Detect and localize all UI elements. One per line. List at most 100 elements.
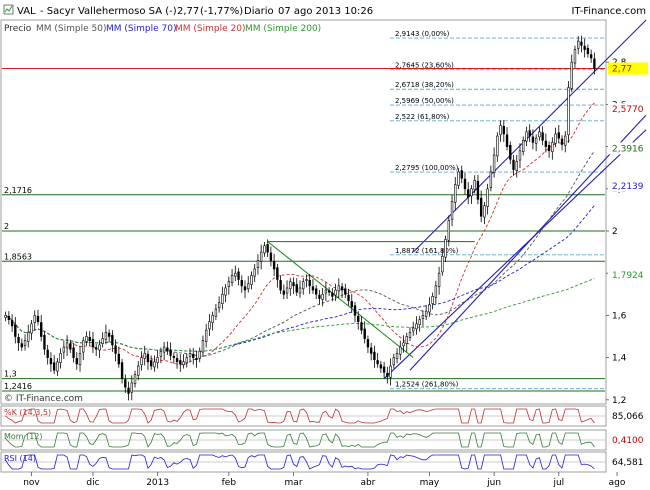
candle-1 <box>7 311 11 325</box>
price-candles <box>4 35 596 401</box>
candle-body-95 <box>311 286 315 291</box>
candle-body-71 <box>234 272 237 277</box>
candle-20 <box>69 339 72 353</box>
candle-86 <box>282 284 286 300</box>
candle-body-2 <box>10 320 14 327</box>
chart-last: 2,77 <box>177 6 199 17</box>
candle-body-101 <box>331 292 334 297</box>
candle-64 <box>211 311 214 331</box>
candle-body-53 <box>175 358 179 363</box>
candle-body-93 <box>305 279 308 281</box>
candle-53 <box>175 353 179 369</box>
x-tick-label-4: mar <box>285 478 303 488</box>
candle-37 <box>124 374 127 394</box>
candle-body-24 <box>82 340 85 353</box>
candle-23 <box>78 345 82 372</box>
candle-body-181 <box>589 54 593 59</box>
candle-body-87 <box>285 287 289 294</box>
candle-body-118 <box>386 372 389 377</box>
candle-100 <box>327 287 331 296</box>
candle-65 <box>214 303 218 321</box>
candle-body-74 <box>243 286 247 291</box>
candle-body-48 <box>159 350 163 357</box>
candle-body-134 <box>437 272 441 287</box>
candle-body-113 <box>369 347 373 354</box>
candle-body-162 <box>528 130 531 137</box>
candle-body-83 <box>272 261 276 270</box>
candle-body-68 <box>224 287 227 296</box>
candle-body-52 <box>172 356 176 358</box>
candle-body-142 <box>463 178 467 190</box>
candle-103 <box>337 278 341 298</box>
candle-body-177 <box>577 40 580 49</box>
candle-body-37 <box>124 379 127 388</box>
candle-21 <box>72 342 75 363</box>
candle-body-30 <box>101 338 104 344</box>
candle-115 <box>376 352 379 368</box>
candle-4 <box>17 333 20 351</box>
x-tick-label-5: abr <box>360 478 375 488</box>
candle-116 <box>379 360 383 373</box>
candle-182 <box>593 52 596 75</box>
legend-price: Precio <box>4 24 32 34</box>
hline-label-4: 1,2416 <box>4 382 32 391</box>
candle-180 <box>586 44 590 58</box>
candle-body-130 <box>424 310 428 317</box>
candle-body-7 <box>27 331 30 342</box>
candle-body-144 <box>470 188 473 197</box>
osc-name-0: %K (14,3,5) <box>4 408 51 417</box>
candle-body-114 <box>373 351 376 360</box>
candle-78 <box>256 254 260 275</box>
candle-body-141 <box>460 170 463 179</box>
candle-body-65 <box>214 308 218 317</box>
candle-body-72 <box>237 271 240 280</box>
right-label-bg-3 <box>608 179 648 192</box>
candle-56 <box>185 353 188 368</box>
candle-44 <box>146 350 150 370</box>
candle-body-66 <box>217 302 221 309</box>
candle-body-103 <box>337 285 341 292</box>
candle-body-86 <box>282 290 286 295</box>
candle-80 <box>263 241 266 257</box>
y-tick-label-0: 1,2 <box>612 396 626 406</box>
candle-body-5 <box>20 343 23 348</box>
candle-26 <box>88 330 91 346</box>
candle-body-132 <box>431 296 434 304</box>
candle-32 <box>107 329 111 343</box>
candle-body-16 <box>56 361 59 372</box>
candle-body-176 <box>573 49 577 64</box>
candle-72 <box>237 268 240 286</box>
support-resistance-levels: 2,1716 2 1,8563 1,3 1,2416 2,9143 (0,00%) 2,76… <box>2 30 605 392</box>
candle-151 <box>492 147 496 178</box>
candle-body-100 <box>327 290 331 293</box>
candle-73 <box>240 275 243 293</box>
candle-82 <box>269 246 273 267</box>
candle-body-112 <box>366 339 370 348</box>
candle-75 <box>247 276 250 293</box>
candle-body-11 <box>40 322 43 337</box>
candle-body-13 <box>46 349 49 358</box>
candle-124 <box>405 332 408 352</box>
candle-body-59 <box>195 358 198 360</box>
candle-body-117 <box>382 366 386 373</box>
candle-167 <box>544 133 548 153</box>
candle-body-88 <box>289 281 292 290</box>
ma200-line <box>5 278 595 352</box>
candle-133 <box>434 280 438 305</box>
candle-45 <box>150 355 153 370</box>
candle-69 <box>227 276 231 295</box>
right-label-2: 2,3916 <box>612 144 644 154</box>
candle-body-126 <box>412 327 415 332</box>
fib-label-3: 2,5969 (50,00%) <box>395 97 454 105</box>
candle-body-155 <box>505 134 509 147</box>
candle-129 <box>421 310 425 327</box>
candle-body-8 <box>30 323 33 334</box>
candle-body-70 <box>230 274 234 283</box>
candle-body-116 <box>379 364 383 369</box>
candle-147 <box>479 190 483 223</box>
hline-label-2: 1,8563 <box>4 252 32 261</box>
candle-body-164 <box>534 137 538 144</box>
trend-lines <box>267 19 647 380</box>
candle-169 <box>551 137 554 160</box>
